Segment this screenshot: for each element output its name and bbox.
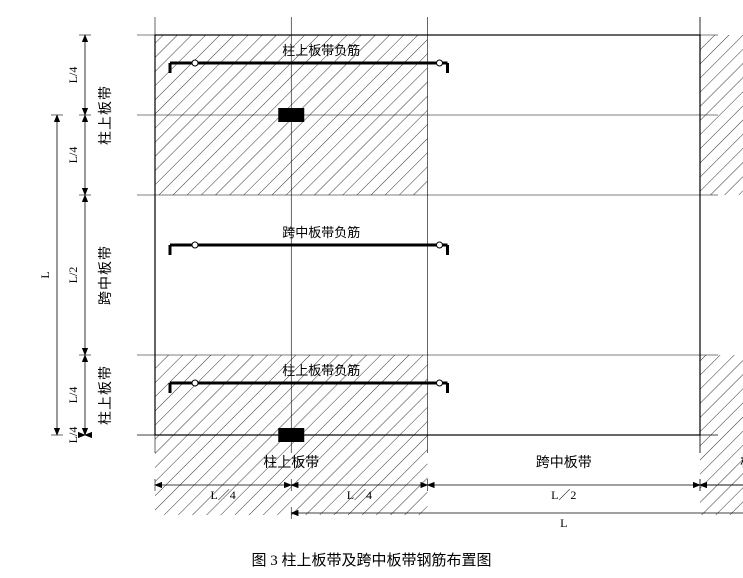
strip-label-left: 柱上板带 xyxy=(98,365,114,425)
dimension-label: L xyxy=(38,271,52,278)
rebar-break-icon xyxy=(437,60,443,66)
dimension-label: L/4 xyxy=(66,147,80,164)
figure-caption: 图 3 柱上板带及跨中板带钢筋布置图 xyxy=(251,553,491,569)
dimension-label: L/4 xyxy=(66,427,80,444)
rebar-label: 柱上板带负筋 xyxy=(282,363,360,378)
dimension-label: L／4 xyxy=(347,488,372,502)
strip-label-bottom: 柱上板带 xyxy=(263,455,319,471)
rebar-break-icon xyxy=(192,380,198,386)
dimension-label: L／4 xyxy=(210,488,235,502)
rebar-break-icon xyxy=(192,242,198,248)
dimension-label: L xyxy=(560,516,567,530)
rebar-break-icon xyxy=(437,242,443,248)
rebar-label: 跨中板带负筋 xyxy=(282,225,360,240)
dimension-label: L/4 xyxy=(66,387,80,404)
column-icon xyxy=(278,108,304,122)
column-icon xyxy=(278,428,304,442)
rebar-label: 柱上板带负筋 xyxy=(282,43,360,58)
rebar-break-icon xyxy=(437,380,443,386)
strip-label-bottom: 跨中板带 xyxy=(536,455,592,471)
strip-label-left: 柱上板带 xyxy=(98,85,114,145)
dimension-label: L／2 xyxy=(551,488,576,502)
dimension-label: L/2 xyxy=(66,267,80,284)
rebar-break-icon xyxy=(192,60,198,66)
strip-label-left: 跨中板带 xyxy=(98,245,114,305)
dimension-label: L/4 xyxy=(66,67,80,84)
